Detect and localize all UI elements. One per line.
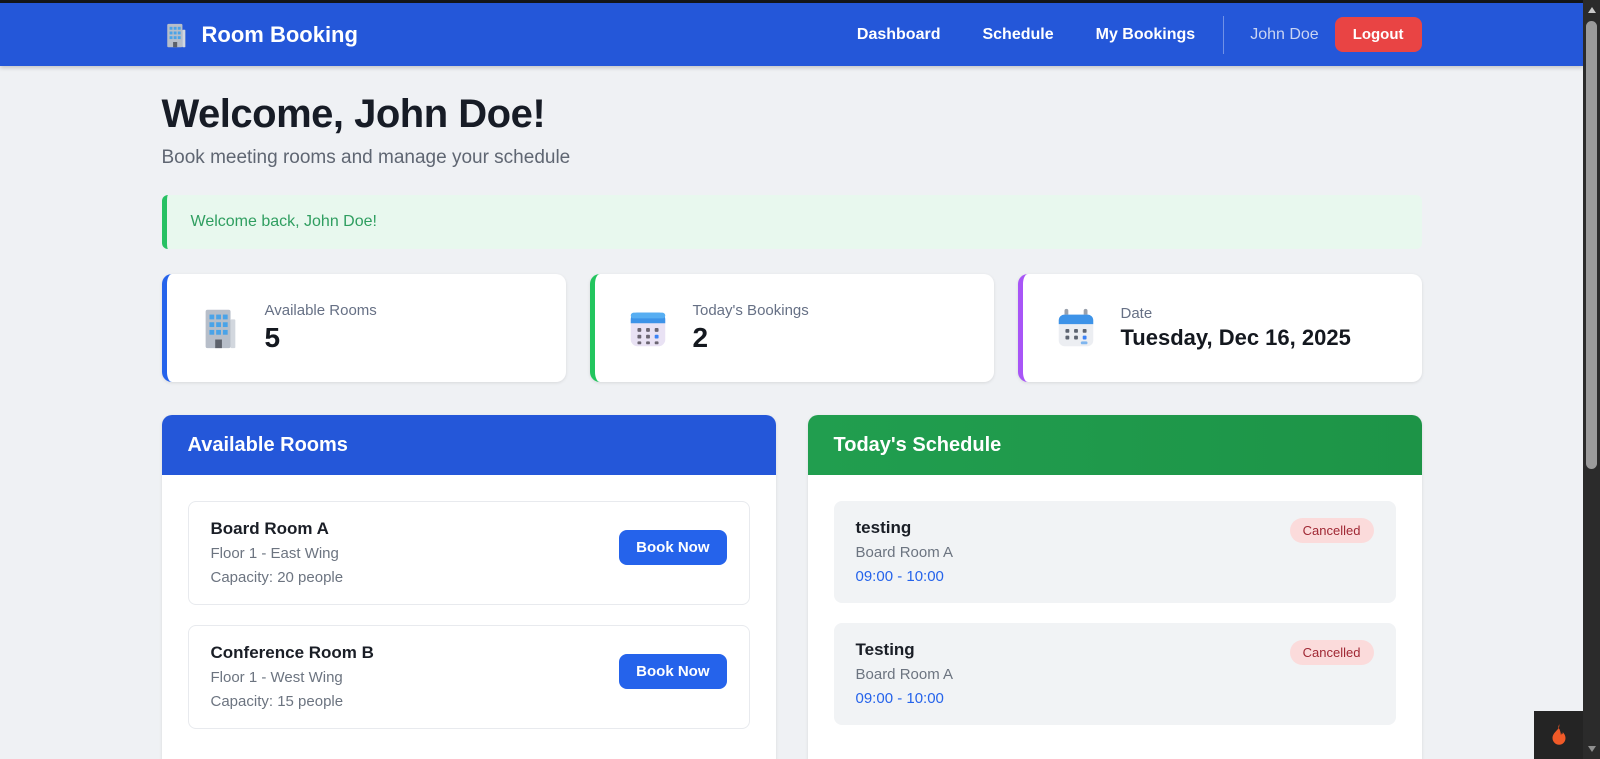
booking-room: Board Room A	[855, 666, 954, 683]
available-rooms-panel: Available Rooms Board Room A Floor 1 - E…	[161, 415, 776, 759]
brand: Room Booking	[162, 21, 358, 49]
booking-time: 09:00 - 10:00	[855, 568, 944, 585]
stat-value: 2	[692, 322, 709, 353]
status-badge: Cancelled	[1289, 640, 1374, 665]
booking-time: 09:00 - 10:00	[855, 690, 944, 707]
panel-title: Today's Schedule	[833, 433, 1002, 456]
logout-button[interactable]: Logout	[1334, 17, 1422, 52]
room-card: Conference Room B Floor 1 - West Wing Ca…	[187, 625, 750, 729]
scrollbar-thumb[interactable]	[1586, 21, 1597, 469]
spiral-calendar-icon	[1053, 305, 1099, 351]
page-subtitle: Book meeting rooms and manage your sched…	[161, 147, 571, 168]
stat-label: Available Rooms	[264, 302, 377, 319]
panel-title: Available Rooms	[187, 433, 348, 456]
booking-title: testing	[855, 518, 912, 537]
nav-link-dashboard[interactable]: Dashboard	[856, 25, 941, 43]
stat-value: Tuesday, Dec 16, 2025	[1120, 325, 1351, 350]
office-building-icon	[197, 305, 243, 351]
room-location: Floor 1 - East Wing	[210, 545, 339, 562]
welcome-alert: Welcome back, John Doe!	[161, 195, 1422, 249]
book-now-button[interactable]: Book Now	[619, 530, 727, 565]
nav-link-my-bookings[interactable]: My Bookings	[1095, 25, 1196, 43]
office-building-icon	[162, 21, 190, 49]
nav-divider	[1223, 15, 1225, 54]
stat-card-todays-bookings: Today's Bookings 2	[589, 274, 994, 382]
stat-card-available-rooms: Available Rooms 5	[161, 274, 566, 382]
user-name: John Doe	[1250, 25, 1319, 43]
main-content: Welcome, John Doe! Book meeting rooms an…	[161, 66, 1422, 759]
brand-title: Room Booking	[201, 21, 358, 47]
booking-item: Testing Board Room A 09:00 - 10:00 Cance…	[833, 623, 1396, 725]
scrollbar-up-arrow-icon[interactable]	[1583, 2, 1600, 18]
nav-menu: Dashboard Schedule My Bookings John Doe …	[815, 15, 1422, 54]
debug-toolbar-flame-icon[interactable]	[1534, 711, 1583, 759]
panels-row: Available Rooms Board Room A Floor 1 - E…	[161, 415, 1422, 759]
room-card: Board Room A Floor 1 - East Wing Capacit…	[187, 501, 750, 605]
room-capacity: Capacity: 15 people	[210, 693, 344, 710]
status-badge: Cancelled	[1289, 518, 1374, 543]
todays-schedule-panel: Today's Schedule testing Board Room A 09…	[807, 415, 1422, 759]
booking-item: testing Board Room A 09:00 - 10:00 Cance…	[833, 501, 1396, 603]
stat-value: 5	[264, 322, 281, 353]
stat-label: Date	[1120, 305, 1153, 322]
todays-schedule-header: Today's Schedule	[807, 415, 1422, 475]
welcome-alert-text: Welcome back, John Doe!	[190, 213, 377, 230]
stats-row: Available Rooms 5	[161, 274, 1422, 382]
booking-room: Board Room A	[855, 544, 954, 561]
book-now-button[interactable]: Book Now	[619, 654, 727, 689]
page-title: Welcome, John Doe!	[161, 92, 546, 136]
stat-card-date: Date Tuesday, Dec 16, 2025	[1017, 274, 1422, 382]
page: Room Booking Dashboard Schedule My Booki…	[0, 3, 1583, 759]
nav-link-schedule[interactable]: Schedule	[982, 25, 1054, 43]
calendar-icon	[625, 305, 671, 351]
navbar: Room Booking Dashboard Schedule My Booki…	[0, 3, 1583, 66]
scrollbar-down-arrow-icon[interactable]	[1583, 741, 1600, 757]
room-capacity: Capacity: 20 people	[210, 569, 344, 586]
room-name: Conference Room B	[210, 643, 374, 662]
window-top-edge	[0, 0, 1600, 3]
room-name: Board Room A	[210, 519, 329, 538]
booking-title: Testing	[855, 640, 915, 659]
stat-label: Today's Bookings	[692, 302, 809, 319]
room-location: Floor 1 - West Wing	[210, 669, 343, 686]
available-rooms-header: Available Rooms	[161, 415, 776, 475]
vertical-scrollbar[interactable]	[1583, 0, 1600, 759]
